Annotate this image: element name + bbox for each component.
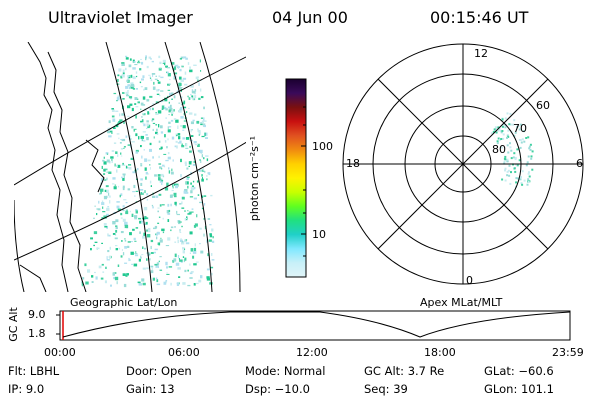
info-glat: GLat: −60.6 xyxy=(484,364,554,378)
altitude-xtick-2359: 23:59 xyxy=(552,346,584,359)
colorbar-tick-100: 100 xyxy=(312,140,333,153)
mlt-label-0: 0 xyxy=(466,274,473,287)
aurora-speckles xyxy=(81,55,215,288)
date-label: 04 Jun 00 xyxy=(272,8,348,27)
lat-label-70: 70 xyxy=(513,122,527,135)
map-caption: Geographic Lat/Lon xyxy=(70,296,178,309)
polar-aurora xyxy=(490,112,534,188)
info-flt: Flt: LBHL xyxy=(8,364,60,378)
polar-caption: Apex MLat/MLT xyxy=(420,296,503,309)
colorbar-unit-label: photon cm⁻²s⁻¹ xyxy=(248,135,262,222)
altitude-xtick-0600: 06:00 xyxy=(168,346,200,359)
info-door: Door: Open xyxy=(126,364,192,378)
lat-label-80: 80 xyxy=(492,143,506,156)
info-dsp: Dsp: −10.0 xyxy=(245,382,310,396)
altitude-xtick-1200: 12:00 xyxy=(296,346,328,359)
time-label: 00:15:46 UT xyxy=(430,8,529,27)
mlt-label-12: 12 xyxy=(474,47,488,60)
info-glon: GLon: 101.1 xyxy=(484,382,554,396)
info-ip: IP: 9.0 xyxy=(8,382,45,396)
lat-label-60: 60 xyxy=(536,99,550,112)
altitude-xtick-0000: 00:00 xyxy=(44,346,76,359)
mlt-label-18: 18 xyxy=(346,157,360,170)
altitude-ylabel: GC Alt xyxy=(6,307,20,342)
info-seq: Seq: 39 xyxy=(364,382,408,396)
colorbar-tick-10: 10 xyxy=(312,228,326,241)
info-mode: Mode: Normal xyxy=(245,364,326,378)
polar-plot xyxy=(342,43,584,285)
lat-lon-grid xyxy=(14,42,246,292)
altitude-curve xyxy=(62,311,571,338)
altitude-ytick-9: 9.0 xyxy=(28,308,46,321)
altitude-plot xyxy=(56,310,571,341)
info-gain: Gain: 13 xyxy=(126,382,175,396)
colorbar xyxy=(285,78,307,278)
instrument-title: Ultraviolet Imager xyxy=(48,8,193,27)
polar-grid xyxy=(342,43,584,285)
mlt-label-6: 6 xyxy=(576,157,583,170)
altitude-ytick-1-8: 1.8 xyxy=(28,327,46,340)
geographic-map xyxy=(14,42,246,292)
info-gc-alt: GC Alt: 3.7 Re xyxy=(364,364,445,378)
altitude-xtick-1800: 18:00 xyxy=(424,346,456,359)
coastlines xyxy=(19,42,105,292)
